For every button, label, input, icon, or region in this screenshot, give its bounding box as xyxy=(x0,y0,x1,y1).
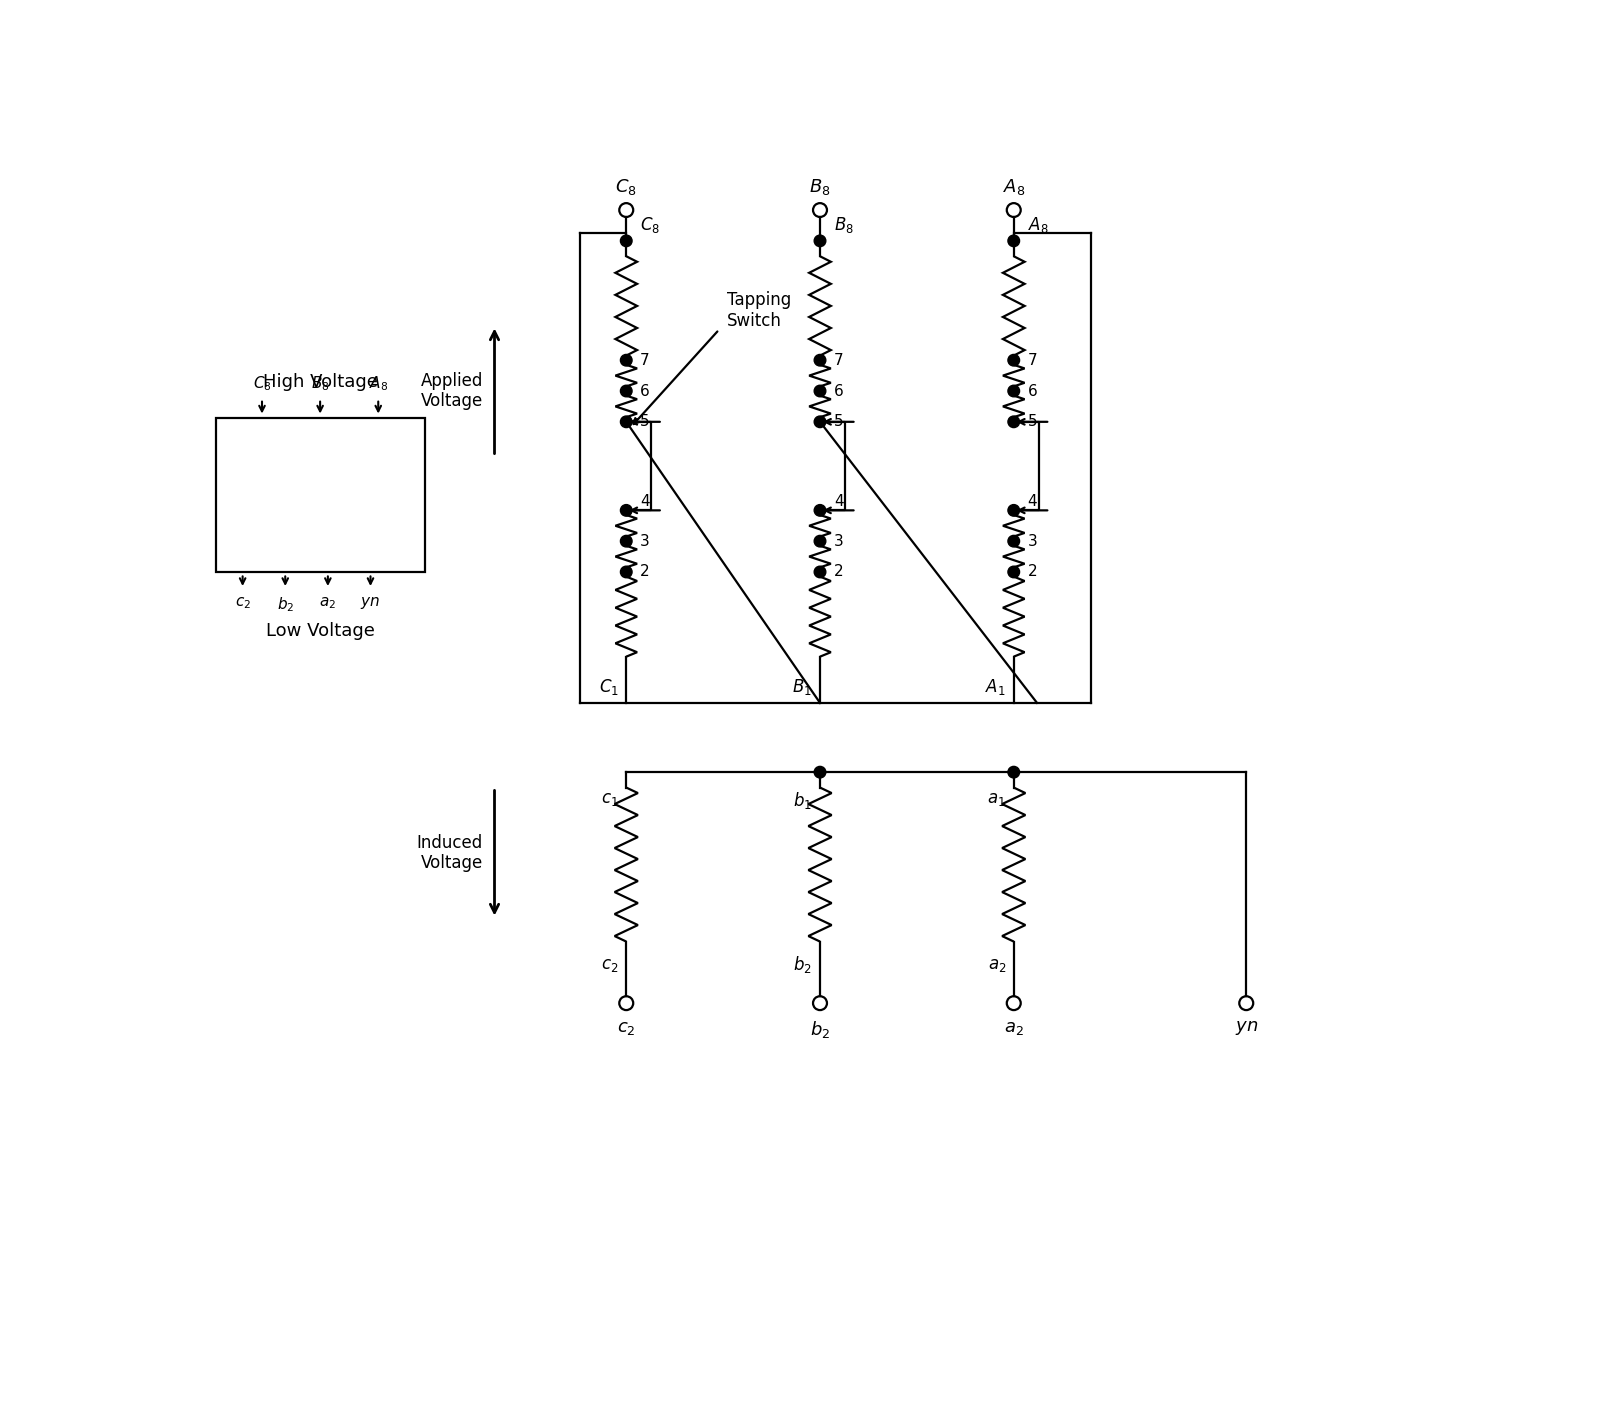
Text: $A_8$: $A_8$ xyxy=(368,375,387,393)
Text: 4: 4 xyxy=(834,494,843,508)
Circle shape xyxy=(814,416,826,428)
Circle shape xyxy=(1008,234,1019,247)
Text: $a_2$: $a_2$ xyxy=(1003,1018,1024,1036)
Text: $C_8$: $C_8$ xyxy=(616,177,637,197)
Text: $b_2$: $b_2$ xyxy=(794,955,813,976)
Text: $a_2$: $a_2$ xyxy=(987,956,1006,973)
Text: High Voltage: High Voltage xyxy=(262,373,378,390)
Text: $B_8$: $B_8$ xyxy=(310,375,330,393)
Circle shape xyxy=(1008,385,1019,397)
Circle shape xyxy=(621,504,632,517)
Text: $c_2$: $c_2$ xyxy=(602,956,619,973)
Text: 5: 5 xyxy=(640,414,650,430)
Circle shape xyxy=(814,535,826,548)
Text: $yn$: $yn$ xyxy=(360,595,381,611)
Circle shape xyxy=(621,234,632,247)
Text: $A_8$: $A_8$ xyxy=(1003,177,1026,197)
Text: $c_2$: $c_2$ xyxy=(235,595,251,611)
Text: 3: 3 xyxy=(834,534,843,549)
Text: 5: 5 xyxy=(834,414,843,430)
Circle shape xyxy=(1008,504,1019,517)
Text: Induced
Voltage: Induced Voltage xyxy=(416,834,483,872)
Text: 3: 3 xyxy=(640,534,650,549)
Text: 6: 6 xyxy=(834,383,843,399)
Text: 6: 6 xyxy=(1027,383,1037,399)
Circle shape xyxy=(814,354,826,366)
Circle shape xyxy=(1008,566,1019,577)
Text: 2: 2 xyxy=(1027,564,1037,580)
Circle shape xyxy=(814,566,826,577)
Text: 7: 7 xyxy=(834,352,843,368)
Text: 7: 7 xyxy=(1027,352,1037,368)
Circle shape xyxy=(621,416,632,428)
Text: 7: 7 xyxy=(640,352,650,368)
Text: $c_1$: $c_1$ xyxy=(602,790,619,807)
Text: $A_1$: $A_1$ xyxy=(986,678,1006,698)
Text: $c_2$: $c_2$ xyxy=(618,1018,635,1036)
Text: 6: 6 xyxy=(640,383,650,399)
Circle shape xyxy=(621,385,632,397)
Circle shape xyxy=(814,385,826,397)
Circle shape xyxy=(814,767,826,778)
Text: $C_1$: $C_1$ xyxy=(598,678,619,698)
Text: Applied
Voltage: Applied Voltage xyxy=(421,372,483,410)
Text: $yn$: $yn$ xyxy=(1235,1018,1258,1036)
Text: Tapping
Switch: Tapping Switch xyxy=(726,291,792,330)
Text: $A_8$: $A_8$ xyxy=(1027,215,1048,236)
Text: $b_2$: $b_2$ xyxy=(810,1018,830,1039)
Text: $C_8$: $C_8$ xyxy=(640,215,661,236)
Circle shape xyxy=(1008,535,1019,548)
Text: 3: 3 xyxy=(1027,534,1037,549)
Text: $a_1$: $a_1$ xyxy=(987,790,1006,807)
Circle shape xyxy=(621,535,632,548)
Text: 2: 2 xyxy=(640,564,650,580)
Circle shape xyxy=(1008,354,1019,366)
Text: $C_8$: $C_8$ xyxy=(253,375,272,393)
Text: $a_2$: $a_2$ xyxy=(320,595,336,611)
Bar xyxy=(216,418,424,571)
Circle shape xyxy=(621,566,632,577)
Text: 2: 2 xyxy=(834,564,843,580)
Text: 4: 4 xyxy=(1027,494,1037,508)
Circle shape xyxy=(814,234,826,247)
Circle shape xyxy=(1008,416,1019,428)
Text: $B_1$: $B_1$ xyxy=(792,678,813,698)
Text: 5: 5 xyxy=(1027,414,1037,430)
Text: $B_8$: $B_8$ xyxy=(810,177,830,197)
Text: $B_8$: $B_8$ xyxy=(834,215,854,236)
Text: Low Voltage: Low Voltage xyxy=(266,622,374,640)
Circle shape xyxy=(1008,767,1019,778)
Circle shape xyxy=(814,504,826,517)
Text: $b_1$: $b_1$ xyxy=(794,790,813,812)
Text: $b_2$: $b_2$ xyxy=(277,595,294,614)
Circle shape xyxy=(621,354,632,366)
Text: 4: 4 xyxy=(640,494,650,508)
